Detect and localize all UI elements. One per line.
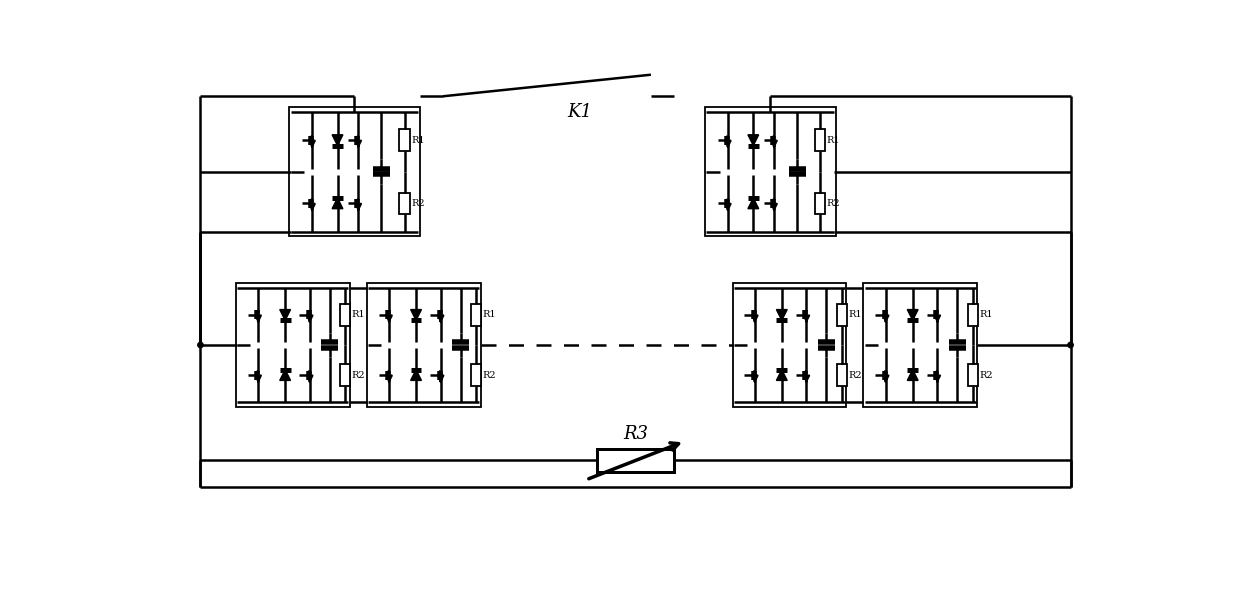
Polygon shape: [410, 370, 422, 380]
Polygon shape: [332, 135, 343, 146]
Bar: [837, 364, 847, 386]
Polygon shape: [280, 370, 290, 380]
Bar: [596, 449, 675, 472]
Text: K1: K1: [568, 103, 593, 121]
Polygon shape: [280, 310, 290, 321]
Text: R1: R1: [352, 310, 366, 319]
Polygon shape: [748, 135, 759, 146]
Text: R1: R1: [827, 136, 841, 144]
Polygon shape: [908, 370, 918, 380]
Bar: [340, 364, 350, 386]
Text: R1: R1: [848, 310, 862, 319]
Text: R3: R3: [622, 424, 649, 442]
Text: R2: R2: [410, 199, 424, 208]
Bar: [471, 364, 481, 386]
Bar: [863, 284, 977, 407]
Text: R2: R2: [980, 371, 993, 380]
Bar: [399, 192, 409, 214]
Circle shape: [197, 342, 203, 347]
Text: R1: R1: [410, 136, 424, 144]
Bar: [340, 304, 350, 326]
Bar: [837, 304, 847, 326]
Polygon shape: [410, 310, 422, 321]
Polygon shape: [776, 370, 787, 380]
Text: R2: R2: [848, 371, 862, 380]
Bar: [967, 304, 978, 326]
Bar: [967, 364, 978, 386]
Polygon shape: [776, 310, 787, 321]
Text: R1: R1: [482, 310, 496, 319]
Text: R2: R2: [352, 371, 366, 380]
Bar: [815, 130, 826, 151]
Polygon shape: [908, 310, 918, 321]
Bar: [704, 107, 836, 236]
Polygon shape: [332, 198, 343, 209]
Bar: [236, 284, 350, 407]
Bar: [733, 284, 847, 407]
Text: R2: R2: [827, 199, 841, 208]
Text: R2: R2: [482, 371, 496, 380]
Circle shape: [1068, 342, 1074, 347]
Bar: [367, 284, 481, 407]
Bar: [815, 192, 826, 214]
Bar: [289, 107, 420, 236]
Bar: [471, 304, 481, 326]
Polygon shape: [748, 198, 759, 209]
Bar: [399, 130, 409, 151]
Text: R1: R1: [980, 310, 993, 319]
